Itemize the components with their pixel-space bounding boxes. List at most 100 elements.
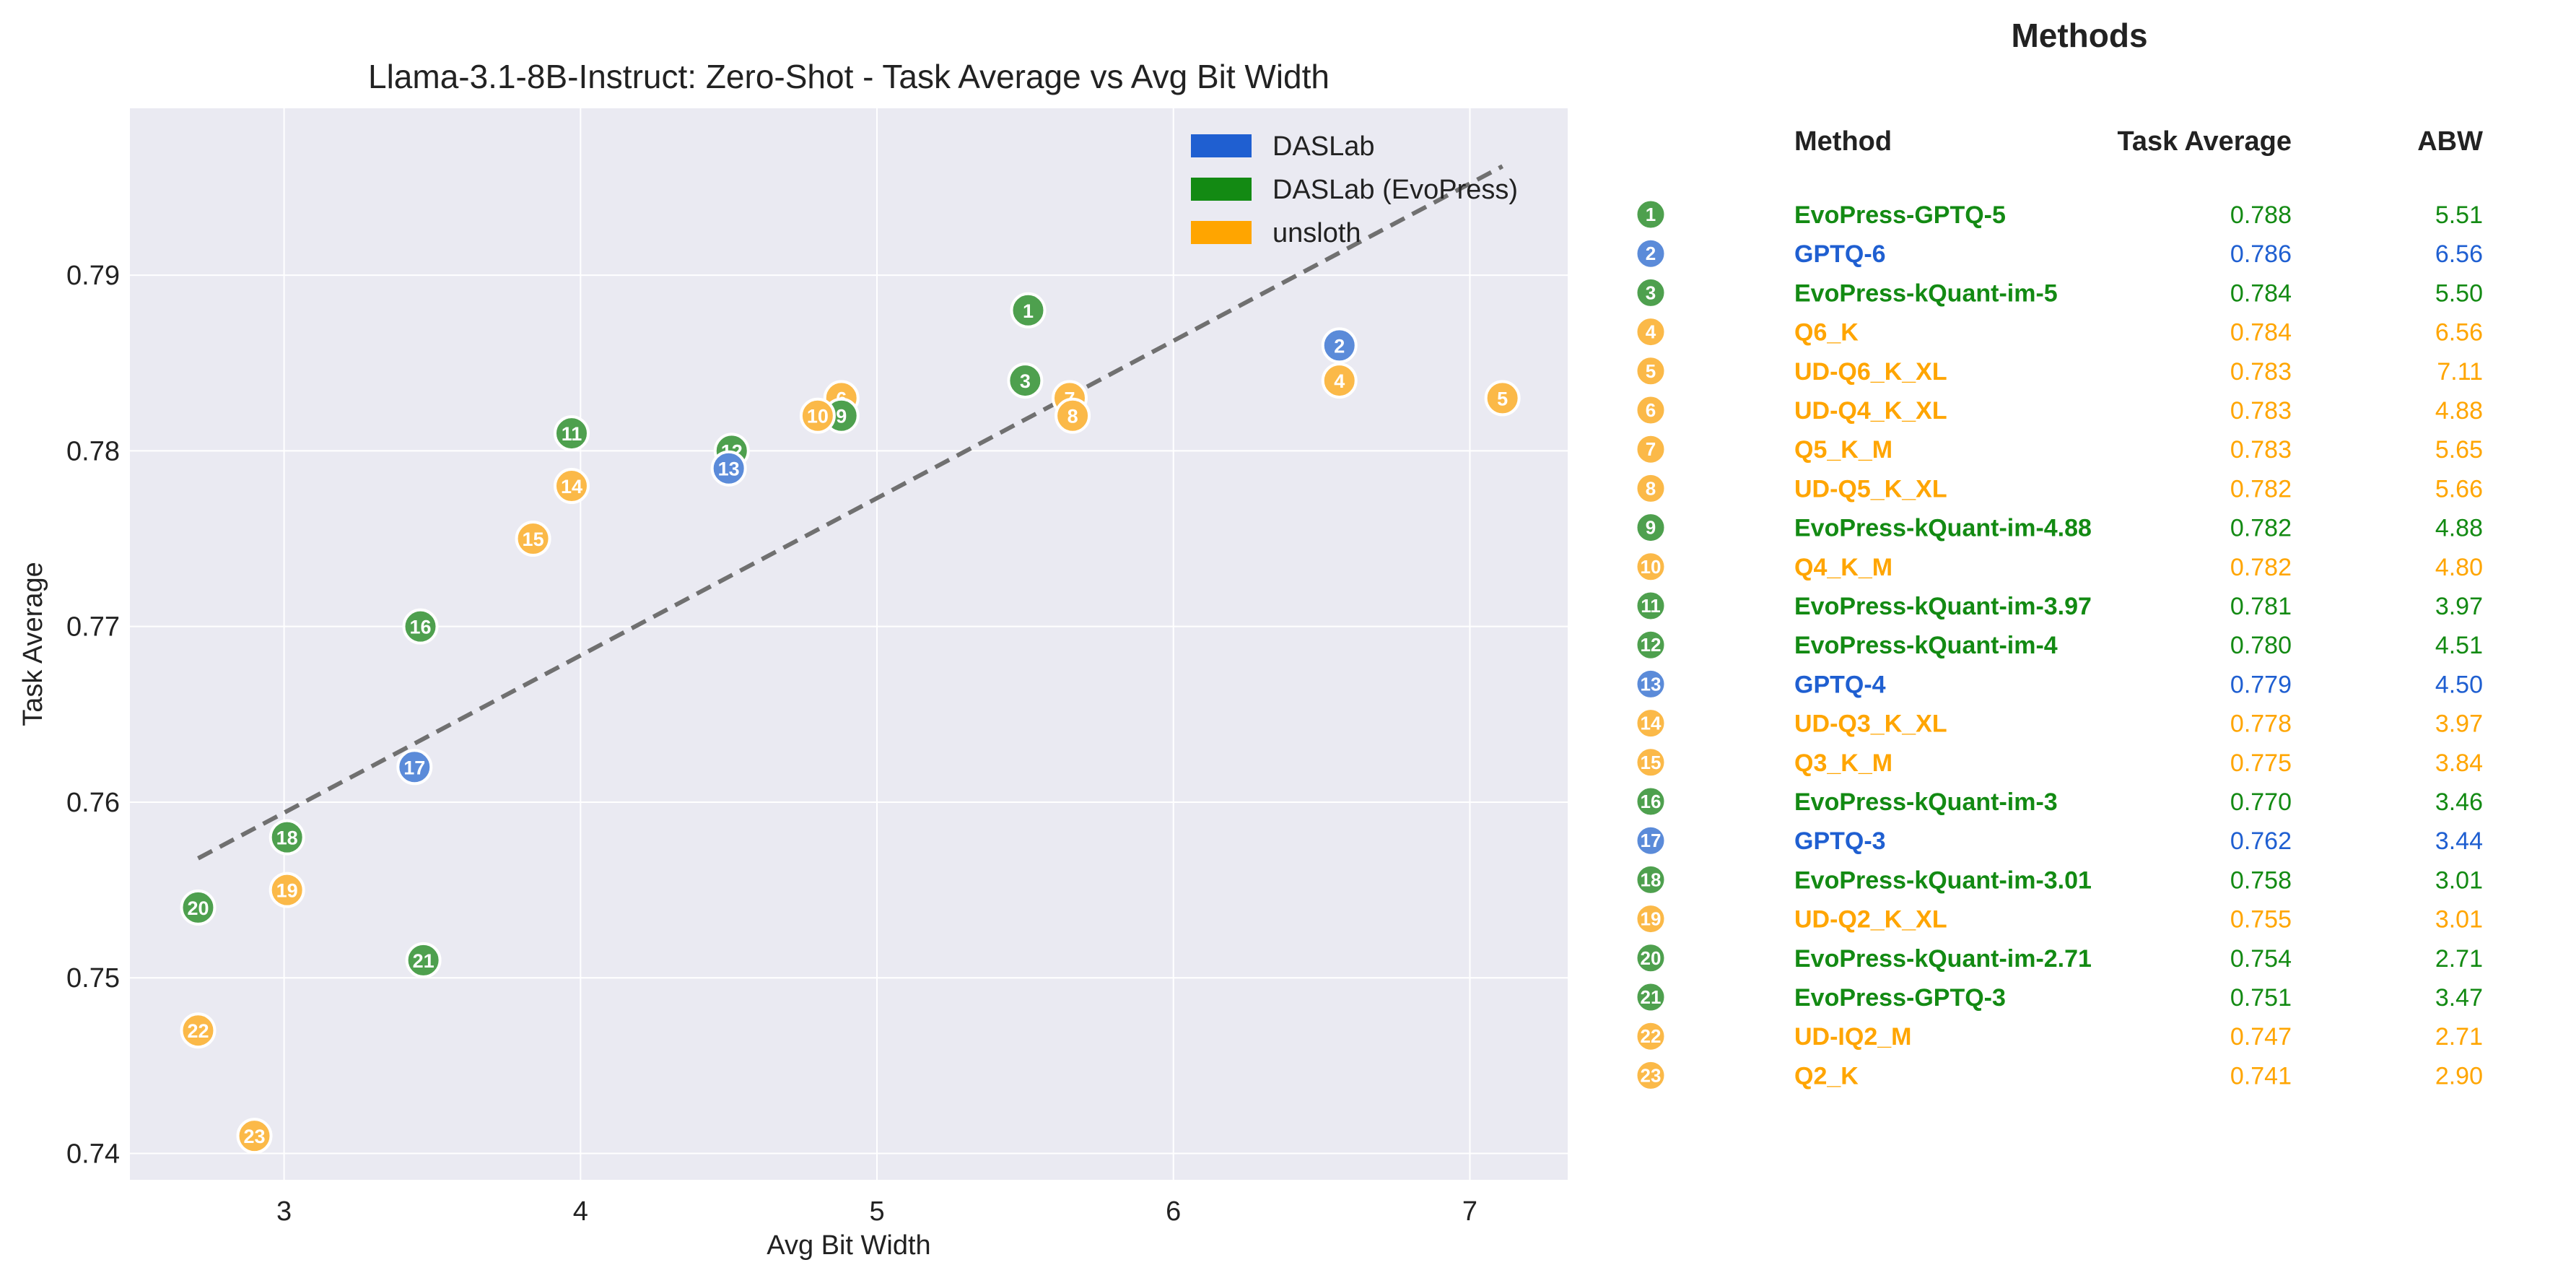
row-task-average: 0.784 [2230, 319, 2292, 347]
table-row: 14 UD-Q3_K_XL 0.778 3.97 [1635, 708, 2483, 739]
row-number: 4 [1646, 321, 1656, 343]
row-task-average: 0.788 [2230, 201, 2292, 229]
row-method: Q6_K [1794, 319, 1859, 347]
legend-label: DASLab (EvoPress) [1272, 175, 1518, 205]
x-tick-label: 3 [276, 1196, 292, 1227]
row-method: GPTQ-3 [1794, 827, 1886, 855]
row-number: 11 [1641, 595, 1661, 617]
table-row: 10 Q4_K_M 0.782 4.80 [1635, 551, 2483, 583]
table-title: Methods [2011, 17, 2147, 54]
row-marker [1635, 903, 1667, 935]
row-marker [1635, 590, 1667, 622]
table-row: 22 UD-IQ2_M 0.747 2.71 [1635, 1020, 2483, 1052]
row-abw: 3.84 [2435, 749, 2483, 777]
point-marker [553, 468, 590, 505]
row-task-average: 0.782 [2230, 475, 2292, 503]
y-tick-label: 0.78 [66, 436, 120, 466]
row-method: EvoPress-kQuant-im-2.71 [1794, 945, 2092, 973]
point-label: 21 [413, 950, 435, 972]
point-label: 17 [403, 757, 425, 778]
row-method: EvoPress-kQuant-im-3 [1794, 788, 2058, 816]
point-marker [268, 819, 305, 856]
row-task-average: 0.755 [2230, 906, 2292, 934]
table-row: 21 EvoPress-GPTQ-3 0.751 3.47 [1635, 981, 2483, 1013]
row-method: EvoPress-kQuant-im-3.97 [1794, 593, 2092, 620]
grid [130, 108, 1568, 1180]
data-point: 17 [396, 749, 433, 786]
row-abw: 6.56 [2435, 319, 2483, 347]
row-marker [1635, 316, 1667, 348]
plot-area [130, 108, 1568, 1180]
data-point: 19 [268, 871, 305, 908]
point-marker [236, 1118, 273, 1155]
row-task-average: 0.779 [2230, 671, 2292, 698]
x-axis-ticks: 3 4 5 6 7 [276, 1196, 1477, 1227]
point-marker [1321, 362, 1358, 399]
row-number: 23 [1641, 1064, 1662, 1086]
row-marker [1635, 512, 1667, 544]
point-label: 10 [807, 406, 829, 427]
point-marker [710, 450, 747, 487]
table-row: 1 EvoPress-GPTQ-5 0.788 5.51 [1635, 199, 2483, 230]
data-point: 21 [405, 942, 442, 978]
row-abw: 3.44 [2435, 827, 2483, 855]
point-label: 9 [836, 406, 847, 427]
row-method: UD-Q3_K_XL [1794, 710, 1947, 738]
table-row: 4 Q6_K 0.784 6.56 [1635, 316, 2483, 348]
row-abw: 5.50 [2435, 279, 2483, 307]
row-marker [1635, 981, 1667, 1013]
row-task-average: 0.782 [2230, 554, 2292, 581]
table-row: 16 EvoPress-kQuant-im-3 0.770 3.46 [1635, 786, 2483, 817]
row-abw: 5.66 [2435, 475, 2483, 503]
row-task-average: 0.780 [2230, 632, 2292, 659]
point-label: 16 [409, 617, 431, 638]
x-tick-label: 4 [573, 1196, 588, 1227]
point-marker [799, 397, 836, 434]
point-label: 15 [523, 529, 544, 550]
row-number: 8 [1646, 477, 1656, 499]
table-row: 2 GPTQ-6 0.786 6.56 [1635, 238, 2483, 269]
row-method: EvoPress-kQuant-im-4 [1794, 632, 2058, 659]
row-abw: 3.46 [2435, 788, 2483, 816]
row-method: UD-Q2_K_XL [1794, 906, 1947, 934]
row-task-average: 0.784 [2230, 279, 2292, 307]
row-marker [1635, 1059, 1667, 1091]
row-task-average: 0.751 [2230, 984, 2292, 1012]
row-abw: 3.01 [2435, 866, 2483, 894]
row-abw: 2.71 [2435, 1023, 2483, 1051]
row-number: 15 [1641, 752, 1662, 773]
point-label: 1 [1023, 300, 1034, 322]
row-method: EvoPress-kQuant-im-3.01 [1794, 866, 2092, 894]
point-label: 8 [1067, 406, 1078, 427]
point-marker [1007, 362, 1044, 399]
row-method: UD-IQ2_M [1794, 1023, 1911, 1051]
data-point: 8 [1055, 397, 1091, 434]
row-method: EvoPress-GPTQ-5 [1794, 201, 2006, 229]
row-abw: 4.51 [2435, 632, 2483, 659]
row-task-average: 0.762 [2230, 827, 2292, 855]
legend-swatch [1191, 178, 1252, 201]
point-marker [1484, 380, 1521, 417]
row-number: 13 [1641, 673, 1662, 695]
methods-table: Methods Method Task Average ABW 1 EvoPres… [1635, 17, 2483, 1091]
row-method: UD-Q5_K_XL [1794, 475, 1947, 503]
y-tick-label: 0.79 [66, 261, 120, 291]
row-task-average: 0.775 [2230, 749, 2292, 777]
data-point: 5 [1484, 380, 1521, 417]
data-point: 4 [1321, 362, 1358, 399]
header-method: Method [1794, 126, 1892, 157]
table-rows: 1 EvoPress-GPTQ-5 0.788 5.51 2 GPTQ-6 0.786 6.5… [1635, 199, 2483, 1091]
header-task-average: Task Average [2117, 126, 2292, 157]
y-axis-label: Task Average [18, 562, 48, 726]
data-point: 14 [553, 468, 590, 505]
row-number: 5 [1646, 360, 1656, 382]
point-marker [1010, 292, 1047, 329]
y-tick-label: 0.74 [66, 1139, 120, 1170]
point-marker [1321, 327, 1358, 364]
header-abw: ABW [2417, 126, 2483, 157]
point-label: 23 [243, 1126, 265, 1147]
point-label: 14 [561, 476, 582, 497]
row-method: Q4_K_M [1794, 554, 1892, 581]
table-row: 9 EvoPress-kQuant-im-4.88 0.782 4.88 [1635, 512, 2483, 544]
